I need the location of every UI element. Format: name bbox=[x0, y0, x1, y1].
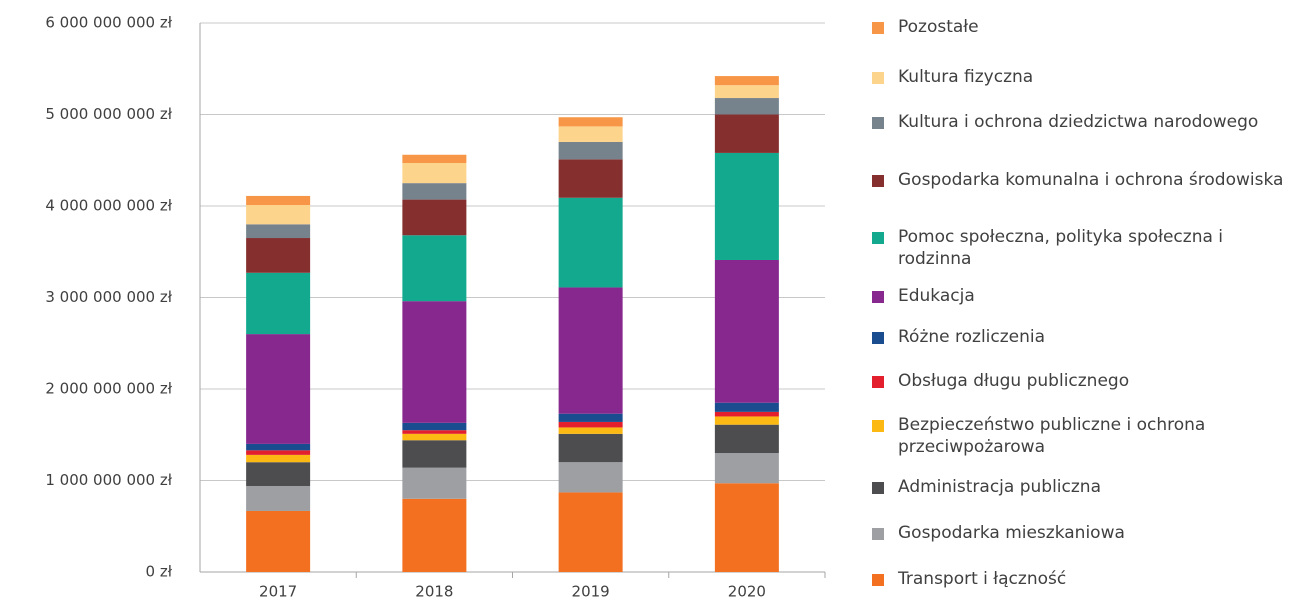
legend-label: Bezpieczeństwo publiczne i ochrona przec… bbox=[898, 415, 1206, 457]
x-tick-label: 2017 bbox=[259, 583, 297, 601]
bar-segment bbox=[558, 421, 623, 428]
bar-segment bbox=[402, 467, 467, 499]
bar-segment bbox=[558, 427, 623, 434]
bar-segment bbox=[246, 205, 311, 225]
legend-item: Transport i łączność bbox=[868, 568, 1298, 590]
bar-segment bbox=[558, 159, 623, 198]
legend-item: Administracja publiczna bbox=[868, 476, 1298, 498]
bar-segment bbox=[714, 424, 779, 454]
bar-segment bbox=[246, 272, 311, 335]
legend-label: Gospodarka komunalna i ochrona środowisk… bbox=[898, 170, 1284, 190]
legend-item: Pomoc społeczna, polityka społeczna i ro… bbox=[868, 226, 1298, 270]
x-tick-label: 2020 bbox=[728, 583, 766, 601]
bar-segment bbox=[402, 235, 467, 302]
bar-segment bbox=[402, 498, 467, 572]
legend-item: Obsługa długu publicznego bbox=[868, 370, 1298, 392]
bar-segment bbox=[402, 162, 467, 184]
bar-segment bbox=[246, 485, 311, 511]
y-tick-label: 4 000 000 000 zł bbox=[45, 197, 172, 215]
bar-segment bbox=[714, 152, 779, 260]
bar-segment bbox=[558, 126, 623, 142]
legend-item: Kultura fizyczna bbox=[868, 66, 1298, 88]
bar-segment bbox=[714, 402, 779, 412]
legend-item: Gospodarka mieszkaniowa bbox=[868, 522, 1298, 544]
bar-segment bbox=[558, 117, 623, 127]
bar-segment bbox=[558, 413, 623, 422]
legend-item: Pozostałe bbox=[868, 16, 1298, 38]
legend-item: Różne rozliczenia bbox=[868, 326, 1298, 348]
bar-segment bbox=[246, 224, 311, 239]
bar-segment bbox=[402, 199, 467, 236]
bar-segment bbox=[714, 416, 779, 425]
y-tick-label: 1 000 000 000 zł bbox=[45, 471, 172, 489]
bar-segment bbox=[714, 411, 779, 417]
bar-segment bbox=[402, 183, 467, 200]
legend-swatch bbox=[872, 482, 884, 494]
bar-segment bbox=[714, 76, 779, 86]
bar-segment bbox=[402, 154, 467, 163]
chart: 0 zł 1 000 000 000 zł 2 000 000 000 zł 3 00… bbox=[45, 14, 826, 601]
legend-item: Kultura i ochrona dziedzictwa narodowego bbox=[868, 111, 1298, 133]
legend-swatch bbox=[872, 22, 884, 34]
legend-label: Administracja publiczna bbox=[898, 477, 1101, 497]
legend-swatch bbox=[872, 376, 884, 388]
legend-label: Kultura i ochrona dziedzictwa narodowego bbox=[898, 112, 1259, 132]
y-tick-label: 0 zł bbox=[146, 563, 173, 581]
legend-label: Obsługa długu publicznego bbox=[898, 371, 1130, 391]
legend-swatch bbox=[872, 291, 884, 303]
bar-segment bbox=[714, 483, 779, 572]
x-tick-label: 2018 bbox=[415, 583, 453, 601]
bar-segment bbox=[558, 197, 623, 288]
bar-segment bbox=[558, 462, 623, 493]
legend-label: Edukacja bbox=[898, 286, 975, 306]
legend-swatch bbox=[872, 574, 884, 586]
bar-segment bbox=[246, 454, 311, 463]
legend-swatch bbox=[872, 72, 884, 84]
bar-segment bbox=[402, 433, 467, 441]
legend-swatch bbox=[872, 528, 884, 540]
bar-segment bbox=[558, 141, 623, 160]
legend-label: Pomoc społeczna, polityka społeczna i ro… bbox=[898, 227, 1224, 269]
legend-label: Pozostałe bbox=[898, 17, 979, 37]
legend-swatch bbox=[872, 232, 884, 244]
legend-label: Gospodarka mieszkaniowa bbox=[898, 523, 1125, 543]
bar-segment bbox=[246, 238, 311, 273]
y-tick-label: 5 000 000 000 zł bbox=[45, 105, 172, 123]
bar-segment bbox=[714, 114, 779, 153]
bar-segment bbox=[714, 259, 779, 403]
legend-swatch bbox=[872, 117, 884, 129]
bar-segment bbox=[246, 443, 311, 451]
bar-segment bbox=[714, 98, 779, 115]
bar-segment bbox=[246, 450, 311, 455]
bar-segment bbox=[558, 492, 623, 572]
bar-segment bbox=[402, 301, 467, 423]
bar-segment bbox=[714, 453, 779, 484]
bar-segment bbox=[246, 462, 311, 486]
x-tick-label: 2019 bbox=[572, 583, 610, 601]
bar-segment bbox=[714, 85, 779, 99]
legend-item: Bezpieczeństwo publiczne i ochrona przec… bbox=[868, 414, 1298, 458]
y-tick-label: 3 000 000 000 zł bbox=[45, 288, 172, 306]
bar-segment bbox=[558, 433, 623, 463]
bar-segment bbox=[402, 440, 467, 468]
bar-segment bbox=[246, 195, 311, 206]
bar-segment bbox=[558, 287, 623, 414]
bar-segment bbox=[246, 510, 311, 572]
bar-segment bbox=[402, 430, 467, 434]
y-tick-label: 6 000 000 000 zł bbox=[45, 14, 172, 32]
legend-item: Edukacja bbox=[868, 285, 1298, 307]
legend-label: Transport i łączność bbox=[898, 569, 1067, 589]
legend-swatch bbox=[872, 332, 884, 344]
y-tick-label: 2 000 000 000 zł bbox=[45, 380, 172, 398]
bar-segment bbox=[402, 422, 467, 431]
legend-swatch bbox=[872, 420, 884, 432]
legend-label: Kultura fizyczna bbox=[898, 67, 1034, 87]
legend: Pozostałe Kultura fizyczna Kultura i ochro… bbox=[868, 0, 1305, 603]
bar-segment bbox=[246, 334, 311, 444]
legend-item: Gospodarka komunalna i ochrona środowisk… bbox=[868, 169, 1298, 191]
legend-swatch bbox=[872, 175, 884, 187]
legend-label: Różne rozliczenia bbox=[898, 327, 1046, 347]
